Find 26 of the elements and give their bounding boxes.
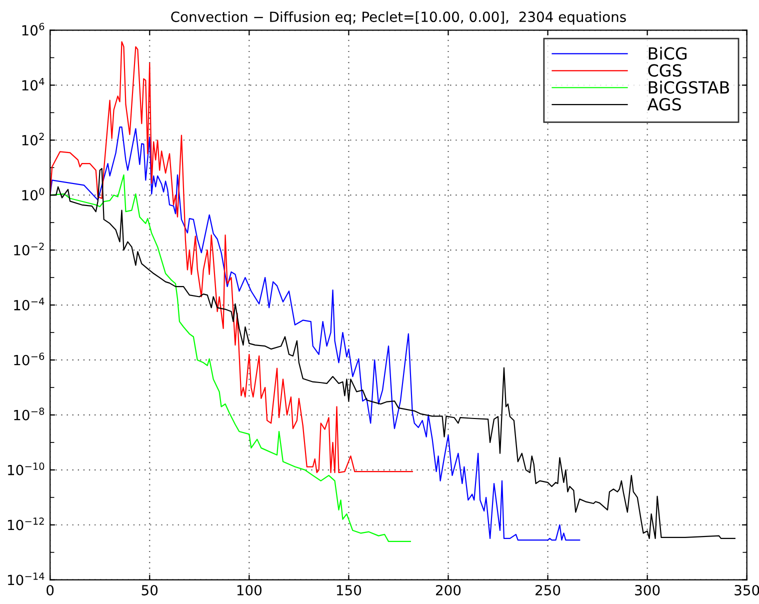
- line-series: [50, 126, 580, 541]
- y-tick-label: 10$^{6}$: [22, 22, 44, 36]
- y-tick-label: 10$^{4}$: [22, 78, 44, 91]
- y-tick-label: 10$^{−2}$: [14, 242, 44, 256]
- x-tick-label: 250: [536, 584, 560, 596]
- y-tick-label: 10$^{−8}$: [14, 408, 44, 420]
- y-tick-label: 10$^{−6}$: [14, 352, 44, 366]
- legend-label: BiCG: [648, 46, 687, 60]
- y-tick-label: 10$^{2}$: [22, 132, 44, 146]
- x-tick-label: 150: [336, 584, 362, 596]
- x-tick-label: 0: [46, 584, 54, 596]
- y-tick-label: 10$^{−14}$: [8, 572, 44, 586]
- y-tick-label: 10$^{0}$: [22, 188, 44, 200]
- y-tick-label: 10$^{−10}$: [8, 462, 44, 476]
- x-tick-label: 50: [142, 584, 158, 596]
- x-tick-label: 300: [635, 584, 660, 596]
- legend-label: CGS: [648, 64, 682, 77]
- y-tick-label: 10$^{−12}$: [8, 518, 44, 530]
- x-tick-label: 200: [436, 584, 461, 596]
- chart-title: Convection − Diffusion eq; Peclet=[10.00, 0.00], 2304 equations: [171, 11, 626, 25]
- x-tick-label: 350: [734, 584, 759, 596]
- y-tick-label: 10$^{−4}$: [14, 298, 44, 310]
- legend-label: AGS: [647, 98, 681, 111]
- x-tick-label: 100: [237, 584, 262, 596]
- line-series: [50, 41, 413, 474]
- legend-label: BiCGSTAB: [648, 80, 730, 94]
